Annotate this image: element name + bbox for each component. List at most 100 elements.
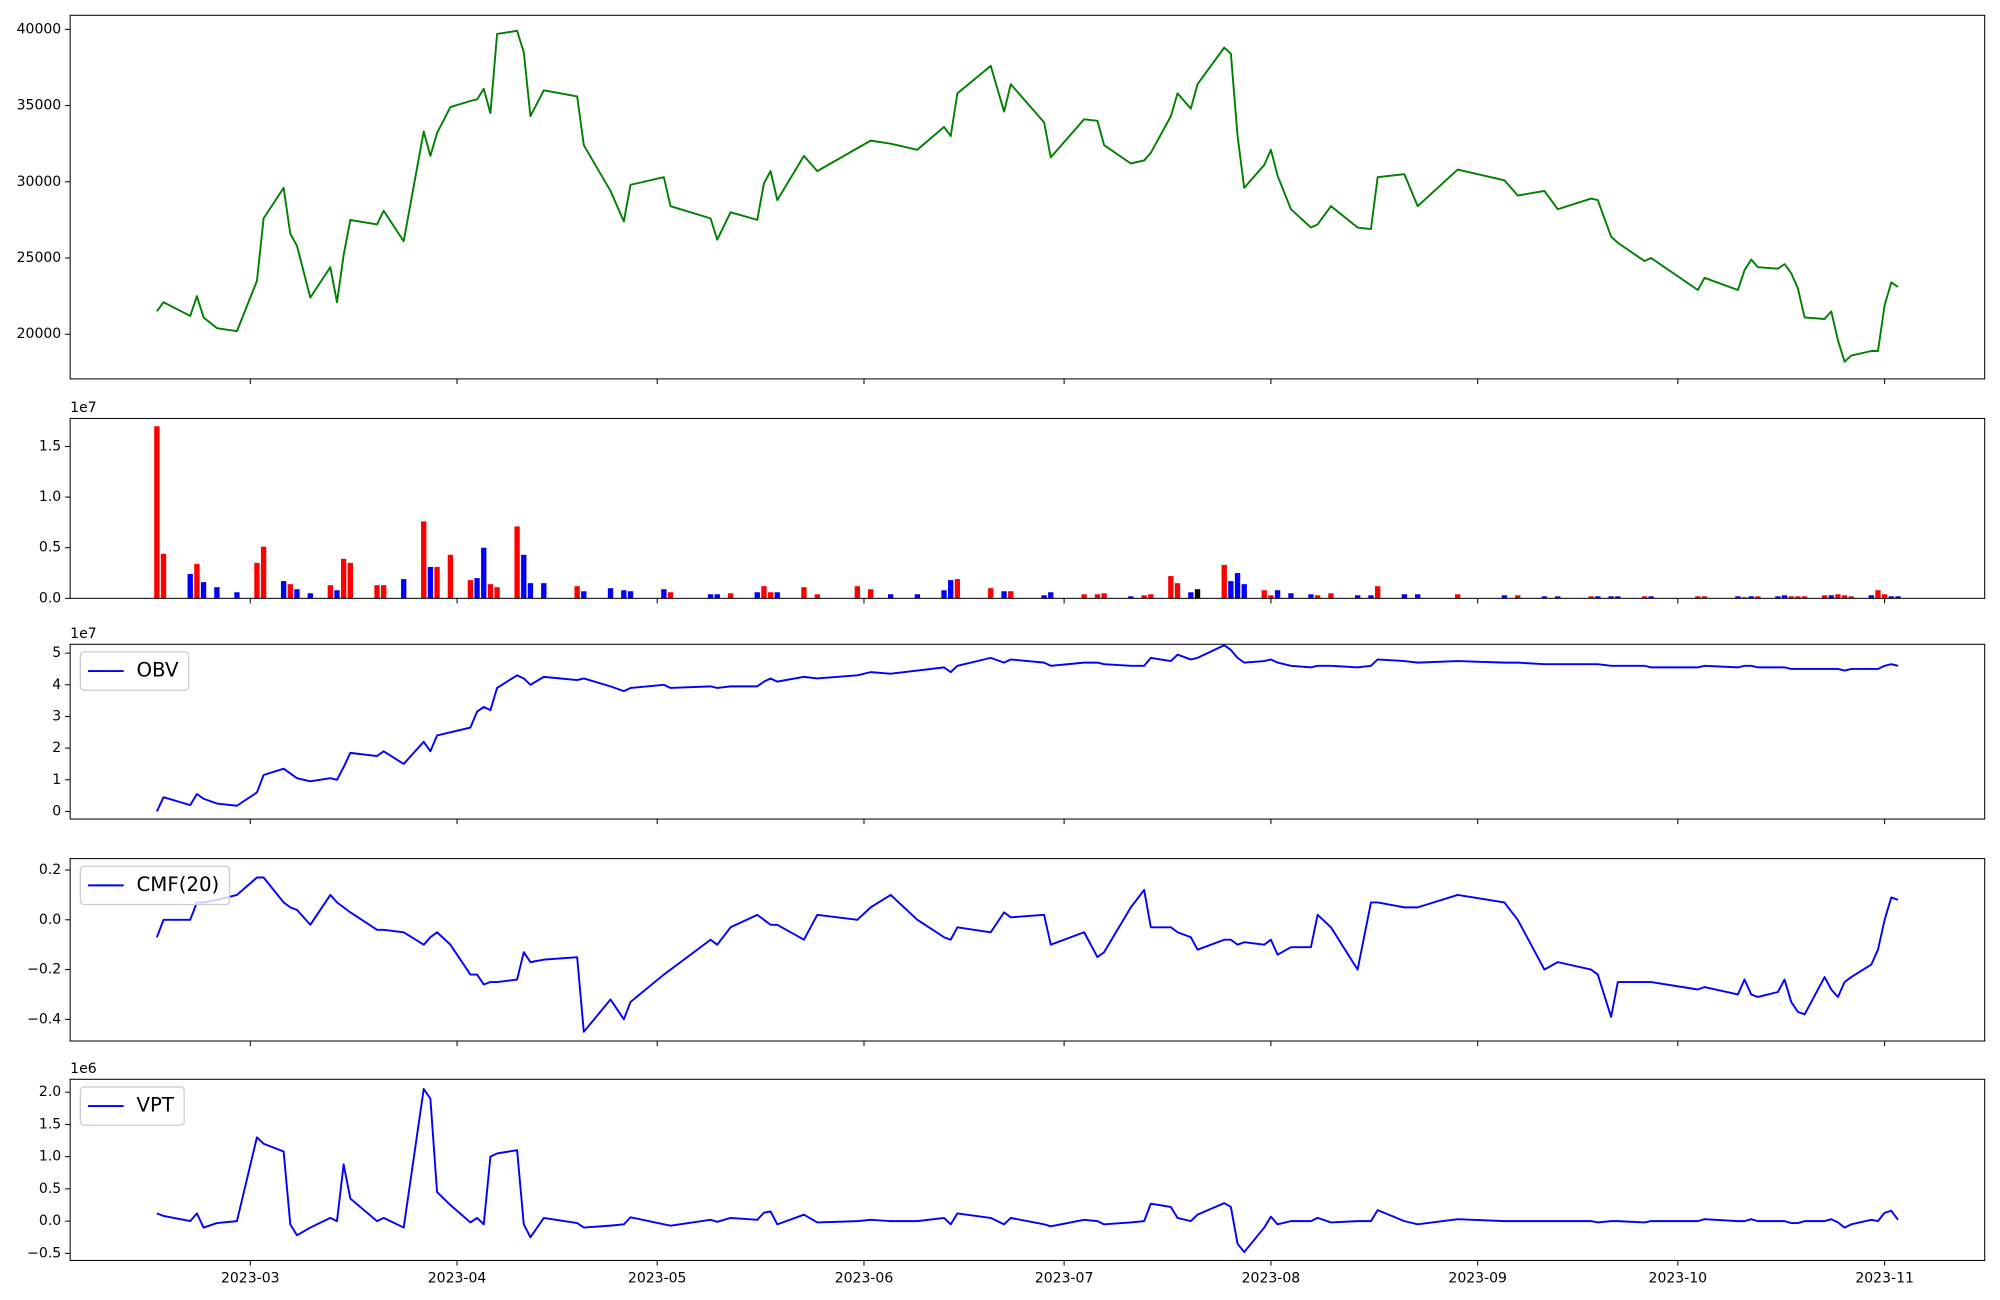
y-tick-label: 5 [52, 645, 61, 661]
y-tick-label: −0.4 [27, 1011, 61, 1027]
bar [988, 588, 994, 599]
bar [287, 584, 293, 599]
bar [1081, 594, 1087, 599]
y-tick-label: 20000 [17, 326, 62, 342]
axes-frame [69, 858, 1986, 1042]
y-tick-label: 0.0 [39, 1213, 61, 1229]
bar [1868, 595, 1874, 599]
panel: 0 1 2 3 4 5 1e7 OBV [52, 626, 1986, 825]
bar [948, 580, 954, 599]
offset-text: 1e7 [70, 400, 96, 416]
bar [667, 592, 674, 599]
bar [727, 593, 734, 599]
bar [334, 590, 340, 599]
axes-frame [69, 417, 1986, 599]
bar [1795, 596, 1801, 599]
bar [1755, 596, 1761, 599]
bar [234, 592, 240, 599]
x-tick-label: 2023-08 [1242, 1270, 1301, 1286]
bar [1455, 594, 1461, 599]
legend-box [79, 1086, 185, 1126]
y-tick-label: 4 [52, 677, 61, 693]
offset-text: 1e6 [70, 1061, 97, 1077]
bar [214, 587, 220, 599]
bar [1875, 590, 1881, 599]
x-tick-label: 2023-03 [221, 1270, 280, 1286]
bar [1788, 596, 1794, 599]
bar [541, 583, 547, 599]
bar [527, 583, 534, 599]
bar [1101, 593, 1107, 599]
bar [627, 591, 634, 599]
bar [1595, 596, 1601, 599]
bar [1735, 596, 1741, 599]
bar [421, 521, 427, 599]
legend-box [79, 651, 190, 691]
legend: VPT [79, 1086, 185, 1126]
bar [1748, 596, 1754, 599]
bar [401, 579, 407, 599]
bar [1888, 596, 1894, 599]
line [155, 876, 1899, 1033]
bar [1274, 590, 1281, 599]
bar [1174, 583, 1181, 599]
bar [954, 579, 961, 599]
bar [427, 566, 434, 599]
legend-label: VPT [136, 1094, 174, 1117]
bar [1234, 573, 1241, 599]
bar [1641, 596, 1648, 599]
bar [1588, 596, 1594, 599]
bar [1308, 594, 1314, 599]
bar [474, 578, 480, 599]
bar [1701, 596, 1708, 599]
bar [280, 581, 287, 599]
y-tick-label: 0.0 [39, 590, 61, 606]
bar [774, 592, 780, 599]
bar [434, 566, 440, 599]
panel: 0.0 0.5 1.0 1.5 1e7 [39, 400, 1986, 606]
bar [1314, 595, 1321, 599]
bar [327, 585, 333, 599]
bar [1648, 596, 1654, 599]
bar [1141, 595, 1147, 599]
bar [801, 587, 807, 599]
y-tick-label: 1 [52, 772, 61, 788]
bar [1695, 596, 1701, 599]
y-tick-label: 1.0 [39, 1149, 61, 1165]
bar [1415, 594, 1421, 599]
bar [1541, 596, 1548, 599]
y-tick-label: 0.5 [39, 1181, 61, 1197]
line [156, 29, 1899, 363]
bar [254, 562, 260, 599]
bar [521, 554, 527, 599]
bar [347, 562, 353, 599]
bar [1194, 589, 1201, 599]
line [156, 644, 1899, 812]
bar [447, 554, 454, 599]
bar [187, 574, 193, 599]
bar [307, 593, 313, 599]
y-tick-label: 0.5 [39, 540, 61, 556]
bar [481, 547, 487, 599]
y-tick-label: 2 [52, 740, 61, 756]
bar [1801, 596, 1808, 599]
y-tick-label: 0 [52, 803, 61, 819]
bar [814, 594, 820, 599]
bar [1848, 596, 1854, 599]
bar [1615, 596, 1621, 599]
bar [754, 592, 760, 599]
bar [1828, 595, 1834, 599]
bar [761, 586, 767, 599]
y-tick-label: 2.0 [39, 1084, 61, 1100]
bar [487, 584, 494, 599]
bar [154, 426, 160, 599]
y-tick-label: −0.5 [27, 1245, 61, 1261]
axes-frame [69, 1078, 1986, 1261]
bar [607, 588, 614, 599]
bar [714, 594, 720, 599]
y-tick-label: 25000 [17, 250, 62, 266]
bar [914, 594, 921, 599]
panel: 20000 25000 30000 35000 40000 [17, 14, 1986, 385]
bar [467, 580, 474, 599]
